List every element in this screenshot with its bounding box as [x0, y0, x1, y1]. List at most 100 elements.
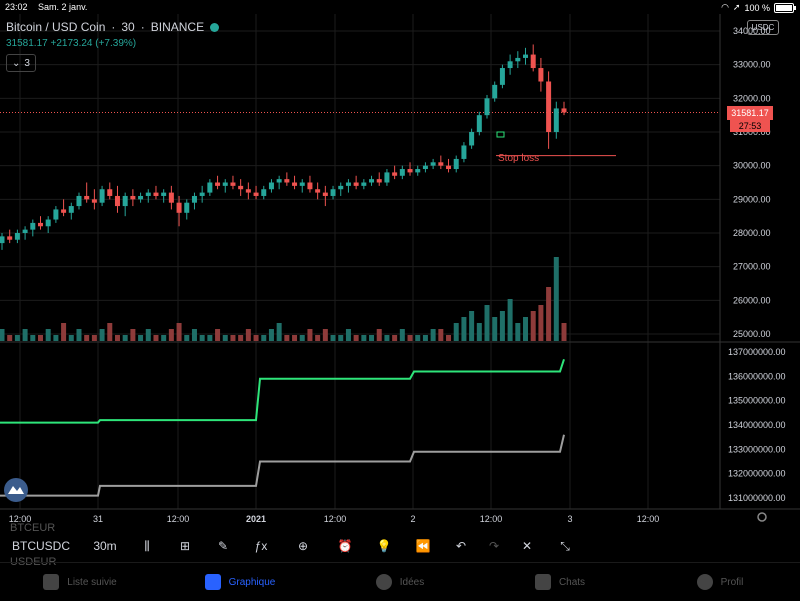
- volume-bar: [315, 335, 321, 341]
- candle-body: [184, 202, 190, 213]
- candle-body: [530, 54, 536, 69]
- toolbar: BTCUSDC 30m ⫼ ⊞ ✎ ƒx ⊕ ⏰ 💡 ⏪ ↶ ↷ ✕ ⤡: [0, 532, 800, 560]
- price-tick-label: 27000.00: [733, 262, 771, 272]
- volume-bar: [122, 335, 128, 341]
- replay-icon[interactable]: ⏪: [415, 539, 431, 553]
- grid: [0, 14, 800, 510]
- compare-icon[interactable]: ⊞: [179, 539, 191, 553]
- volumes: [0, 257, 567, 341]
- price-tick-label: 29000.00: [733, 194, 771, 204]
- volume-bar: [215, 329, 221, 341]
- candle-body: [0, 236, 5, 244]
- function-icon[interactable]: ƒx: [254, 539, 268, 553]
- stop-loss-label[interactable]: Stop loss: [498, 153, 540, 164]
- tab-chats[interactable]: Chats: [480, 563, 640, 601]
- candle-body: [168, 192, 174, 203]
- price-change: 31581.17 +2173.24 (+7.39%): [6, 38, 137, 49]
- redo-icon[interactable]: ↷: [488, 539, 500, 553]
- volume-bar: [330, 335, 336, 341]
- volume-bar: [168, 329, 174, 341]
- tab-label: Chats: [558, 576, 586, 588]
- chart-svg[interactable]: 34000.00 33000.00 32000.00 31000.00 30000.00…: [0, 14, 800, 532]
- candle-body: [422, 165, 428, 170]
- status-date: Sam. 2 janv.: [38, 2, 88, 12]
- chart-area[interactable]: 34000.00 33000.00 32000.00 31000.00 30000.00…: [0, 14, 800, 532]
- undo-icon[interactable]: ↶: [455, 539, 467, 553]
- chat-icon: [534, 574, 551, 590]
- price-tick-label: 28000.00: [733, 228, 771, 238]
- tab-watchlist[interactable]: Liste suivie: [0, 563, 160, 601]
- volume-bar: [469, 311, 475, 341]
- time-tick-label: 12:00: [324, 514, 347, 524]
- order-marker: [496, 131, 505, 138]
- volume-bar: [338, 335, 344, 341]
- candle-body: [476, 115, 482, 132]
- volume-bar: [376, 329, 382, 341]
- add-icon[interactable]: ⊕: [297, 539, 309, 553]
- volume-bar: [384, 335, 390, 341]
- volume-bar: [530, 311, 536, 341]
- indicator-tick-label: 137000000.00: [728, 347, 786, 357]
- symbol-selector[interactable]: BTCUSDC: [11, 539, 70, 553]
- candle-body: [376, 179, 382, 183]
- candle-body: [330, 189, 336, 196]
- interval-selector[interactable]: 30m: [93, 539, 117, 553]
- symbol-picker-prev[interactable]: BTCEUR: [10, 522, 56, 534]
- candle-body: [253, 192, 259, 196]
- volume-bar: [561, 323, 567, 341]
- candle-body: [446, 165, 452, 170]
- tools-icon[interactable]: ✕: [521, 539, 533, 553]
- tab-ideas[interactable]: Idées: [320, 563, 480, 601]
- candle-body: [322, 192, 328, 196]
- volume-bar: [507, 299, 513, 341]
- volume-bar: [261, 335, 267, 341]
- candle-body: [438, 162, 444, 166]
- indicator-tick-label: 131000000.00: [728, 493, 786, 503]
- volume-bar: [353, 335, 359, 341]
- status-time: 23:02: [5, 2, 28, 12]
- wifi-icon: ◠: [721, 2, 729, 12]
- time-tick-label: 31: [93, 514, 103, 524]
- symbol-header[interactable]: Bitcoin / USD Coin · 30 · BINANCE: [6, 20, 220, 34]
- tab-chart[interactable]: Graphique: [160, 563, 320, 601]
- tab-profile[interactable]: Profil: [640, 563, 800, 601]
- lightbulb-icon[interactable]: 💡: [376, 539, 392, 553]
- candle-body: [453, 158, 459, 170]
- currency-badge[interactable]: USDC: [747, 20, 779, 35]
- candle-body: [430, 162, 436, 166]
- candle-body: [230, 182, 236, 186]
- candle-body: [399, 169, 405, 176]
- volume-bar: [207, 335, 213, 341]
- lightbulb-icon: [375, 574, 392, 590]
- volume-bar: [446, 335, 452, 341]
- candle-body: [76, 195, 82, 207]
- candle-body: [515, 57, 521, 62]
- time-tick-label: 12:00: [637, 514, 660, 524]
- candle-body: [84, 195, 90, 200]
- volume-bar: [130, 329, 136, 341]
- volume-bar: [84, 335, 90, 341]
- candle-body: [30, 222, 36, 230]
- candle-body: [45, 219, 51, 227]
- candle-body: [507, 61, 513, 69]
- candle-body: [99, 189, 105, 203]
- tab-label: Idées: [399, 576, 425, 588]
- symbol-dot: ·: [140, 20, 145, 34]
- candle-body: [345, 182, 351, 186]
- collapse-indicators-button[interactable]: ⌄ 3: [6, 54, 36, 72]
- volume-bar: [61, 323, 67, 341]
- volume-bar: [553, 257, 559, 341]
- tab-label: Profil: [720, 576, 744, 588]
- candle-body: [307, 182, 313, 190]
- alarm-icon[interactable]: ⏰: [337, 539, 353, 553]
- brush-icon[interactable]: ✎: [217, 539, 229, 553]
- candle-type-icon[interactable]: ⫼: [144, 538, 150, 553]
- time-tick-label: 3: [567, 514, 572, 524]
- candle-body: [191, 195, 197, 203]
- candle-body: [91, 199, 97, 203]
- volume-bar: [153, 335, 159, 341]
- candle-body: [484, 98, 490, 116]
- volume-bar: [30, 335, 36, 341]
- battery-icon: [774, 2, 796, 13]
- fullscreen-icon[interactable]: ⤡: [560, 538, 570, 553]
